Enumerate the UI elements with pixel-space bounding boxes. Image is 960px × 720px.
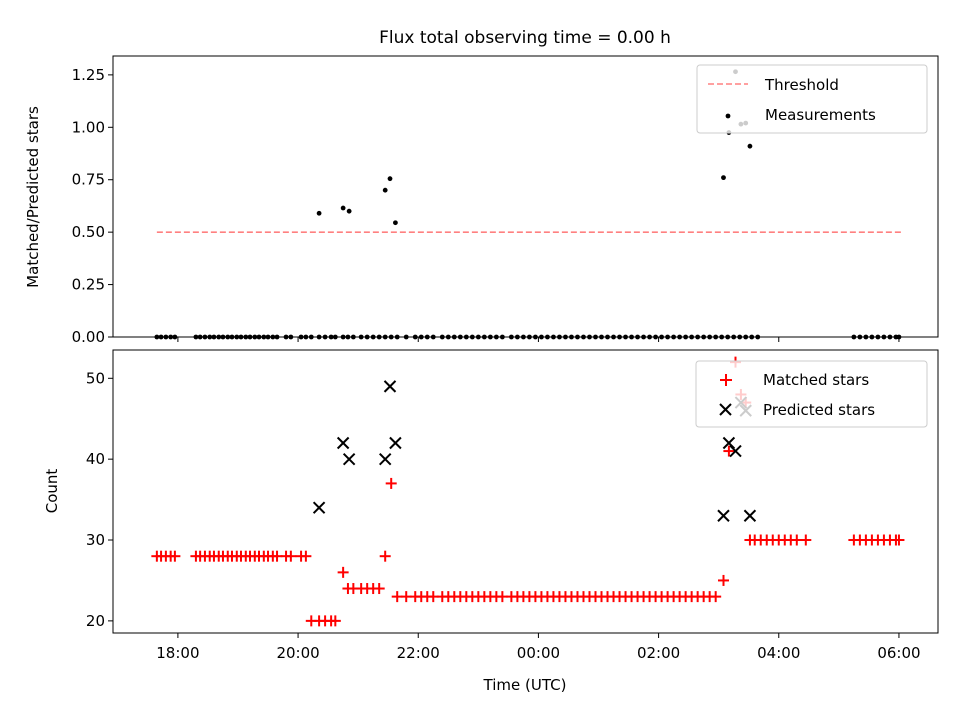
y-tick-label: 0.75 xyxy=(72,171,105,189)
matched-star-point xyxy=(285,550,297,562)
x-tick-label: 00:00 xyxy=(517,644,560,662)
legend-matched-swatch xyxy=(720,374,732,386)
top-y-axis-label: Matched/Predicted stars xyxy=(24,106,42,288)
x-tick-label: 18:00 xyxy=(156,644,199,662)
bottom-panel: 20 30 40 50 18:00 20:00 22:00 00:00 02:00 04:00 0… xyxy=(43,349,939,694)
bottom-panel-frame xyxy=(112,349,939,634)
y-tick-label: 50 xyxy=(86,369,105,387)
predicted-star-point xyxy=(383,380,397,393)
predicted-star-point xyxy=(717,509,730,522)
x-tick-label: 04:00 xyxy=(757,644,800,662)
predicted-star-point xyxy=(342,452,356,466)
top-legend-box xyxy=(696,64,928,134)
matched-star-point xyxy=(385,477,397,489)
x-tick-label: 22:00 xyxy=(397,644,440,662)
predicted-star-point xyxy=(312,501,326,514)
y-tick-label: 0.00 xyxy=(72,328,105,346)
predicted-star-point xyxy=(389,436,402,450)
x-axis-label: Time (UTC) xyxy=(483,676,567,694)
bottom-y-axis-label: Count xyxy=(43,469,61,514)
predicted-star-point xyxy=(743,509,757,522)
measurement-point xyxy=(316,210,322,216)
legend-threshold-label: Threshold xyxy=(764,76,839,94)
measurement-point xyxy=(393,220,398,226)
matched-star-point xyxy=(379,550,391,562)
matched-star-point xyxy=(800,534,812,546)
y-tick-label: 1.25 xyxy=(72,66,105,84)
matched-star-point xyxy=(717,574,729,586)
bottom-y-ticks: 20 30 40 50 xyxy=(86,369,113,630)
matched-star-point xyxy=(300,550,312,562)
top-y-ticks: 0.00 0.25 0.50 0.75 1.00 1.25 xyxy=(72,66,113,346)
y-tick-label: 0.50 xyxy=(72,223,105,241)
bottom-x-ticks: 18:00 20:00 22:00 00:00 02:00 04:00 06:00 xyxy=(156,633,921,662)
bottom-panel-marks xyxy=(151,356,905,627)
top-panel: Flux total observing time = 0.00 h 0.000… xyxy=(24,28,939,346)
top-panel-frame xyxy=(112,55,939,338)
matched-star-point xyxy=(329,615,341,627)
y-tick-label: 40 xyxy=(86,450,105,468)
measurement-point xyxy=(382,187,388,193)
legend-predicted-swatch xyxy=(719,403,732,416)
measurement-point xyxy=(346,208,352,214)
y-tick-label: 1.00 xyxy=(72,118,105,136)
measurement-point xyxy=(340,205,346,211)
predicted-star-point xyxy=(336,436,350,450)
x-tick-label: 06:00 xyxy=(877,644,920,662)
y-tick-label: 30 xyxy=(86,531,105,549)
y-tick-label: 20 xyxy=(86,612,105,630)
legend-measurements-label: Measurements xyxy=(765,106,876,124)
y-tick-label: 0.25 xyxy=(72,276,105,294)
legend-matched-label: Matched stars xyxy=(763,371,869,389)
bottom-legend: Matched stars Predicted stars xyxy=(695,360,928,428)
matched-star-point xyxy=(169,550,181,562)
matched-star-point xyxy=(337,566,349,578)
matched-star-point xyxy=(893,534,905,546)
top-x-ticks xyxy=(177,337,900,342)
matched-star-point xyxy=(373,583,385,595)
matched-star-point xyxy=(723,445,735,457)
x-tick-label: 02:00 xyxy=(637,644,680,662)
matched-star-point xyxy=(710,591,722,603)
legend-predicted-label: Predicted stars xyxy=(763,401,875,419)
predicted-star-point xyxy=(729,444,742,458)
top-legend: Threshold Measurements xyxy=(696,64,928,134)
measurement-point xyxy=(747,143,753,149)
chart-title: Flux total observing time = 0.00 h xyxy=(379,28,671,48)
measurement-point xyxy=(721,175,726,181)
measurement-point xyxy=(387,176,393,182)
legend-measurements-swatch xyxy=(725,113,731,119)
predicted-star-point xyxy=(722,436,736,450)
bottom-legend-box xyxy=(695,360,928,428)
x-tick-label: 20:00 xyxy=(276,644,319,662)
predicted-star-point xyxy=(378,452,392,466)
